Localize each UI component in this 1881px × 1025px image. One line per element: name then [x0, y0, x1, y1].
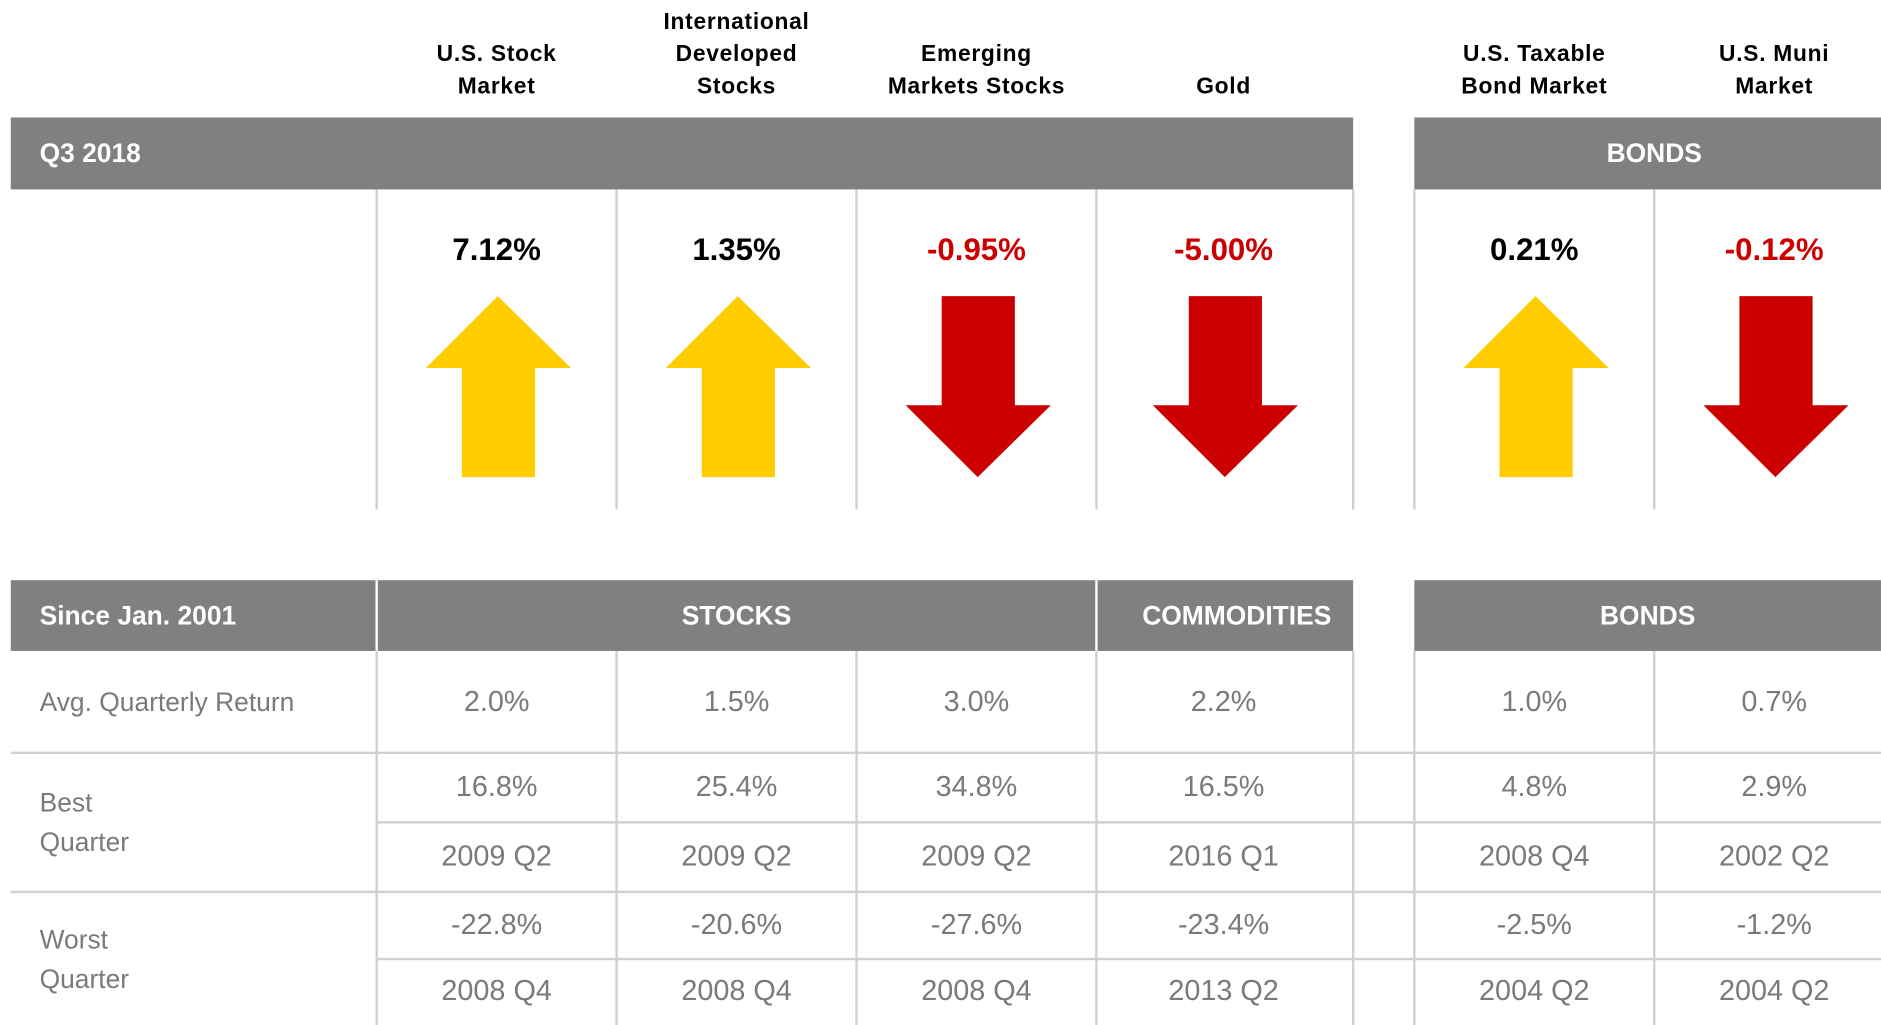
cell-value: 34.8%	[935, 770, 1018, 804]
column-header: U.S. Muni Market	[1719, 41, 1830, 100]
row-divider	[376, 957, 1881, 960]
cell-value: -20.6%	[690, 908, 783, 941]
row-label: Worst Quarter	[39, 923, 130, 994]
cell-date: 2009 Q2	[921, 840, 1032, 873]
divider	[615, 189, 618, 510]
cell-value: 1.5%	[703, 685, 770, 718]
cell-value: 4.8%	[1501, 770, 1568, 804]
section-bar	[10, 580, 1354, 651]
cell-value: -22.8%	[451, 908, 543, 941]
divider	[855, 650, 858, 1025]
up-arrow	[1463, 296, 1609, 478]
up-arrow	[425, 296, 572, 478]
column-header: U.S. Stock Market	[436, 41, 557, 100]
cell-date: 2008 Q4	[681, 974, 792, 1008]
cell-value: 2.0%	[463, 685, 530, 718]
cell-value: 16.8%	[455, 770, 538, 804]
cell-date: 2008 Q4	[1479, 840, 1590, 873]
column-header: U.S. Taxable Bond Market	[1461, 41, 1608, 100]
return-value: -0.95%	[927, 231, 1026, 268]
down-arrow	[1152, 296, 1298, 478]
divider	[1413, 189, 1416, 510]
bar-divider	[1095, 580, 1098, 651]
cell-date: 2002 Q2	[1718, 840, 1830, 873]
cell-date: 2004 Q2	[1718, 974, 1830, 1008]
divider	[1351, 650, 1355, 1025]
group-label: BONDS	[1599, 600, 1696, 631]
section-bar	[10, 117, 1354, 190]
column-header: Emerging Markets Stocks	[887, 41, 1066, 100]
arrow-shape	[1703, 296, 1849, 478]
return-value: -5.00%	[1174, 231, 1274, 268]
arrow-shape	[1152, 296, 1298, 478]
arrow-shape	[905, 296, 1051, 478]
column-header: Gold	[1196, 74, 1251, 100]
cell-value: -1.2%	[1736, 908, 1812, 941]
cell-value: -23.4%	[1177, 908, 1270, 941]
arrow-shape	[665, 296, 811, 478]
divider	[1095, 650, 1098, 1025]
divider	[1653, 189, 1656, 510]
divider	[1413, 650, 1416, 1025]
divider	[375, 650, 378, 1025]
section-label: Since Jan. 2001	[39, 600, 237, 631]
row-divider	[376, 821, 1881, 824]
bar-divider	[375, 580, 378, 651]
cell-date: 2016 Q1	[1168, 840, 1279, 873]
down-arrow	[1703, 296, 1849, 478]
group-label: COMMODITIES	[1142, 600, 1332, 631]
column-header: International Developed Stocks	[663, 9, 810, 100]
cell-date: 2013 Q2	[1168, 974, 1279, 1008]
return-value: 0.21%	[1490, 231, 1579, 268]
divider	[1351, 189, 1355, 510]
divider	[375, 189, 378, 510]
cell-value: 25.4%	[695, 770, 778, 804]
group-label: STOCKS	[681, 600, 792, 631]
row-label: Best Quarter	[39, 787, 130, 858]
return-value: -0.12%	[1724, 231, 1824, 268]
row-label: Avg. Quarterly Return	[39, 686, 295, 717]
cell-date: 2008 Q4	[921, 974, 1032, 1008]
cell-value: 1.0%	[1501, 685, 1568, 718]
return-value: 7.12%	[452, 231, 541, 268]
arrow-shape	[1463, 296, 1609, 478]
row-divider	[10, 890, 1881, 894]
cell-date: 2008 Q4	[441, 974, 552, 1008]
section-bar	[1414, 117, 1881, 190]
cell-value: -27.6%	[930, 908, 1023, 941]
section-bar	[1414, 580, 1881, 651]
cell-value: -2.5%	[1496, 908, 1572, 941]
divider	[1095, 189, 1098, 510]
cell-value: 0.7%	[1741, 685, 1808, 718]
cell-date: 2009 Q2	[681, 840, 792, 873]
cell-date: 2009 Q2	[441, 840, 552, 873]
section-label: Q3 2018	[39, 137, 141, 168]
row-divider	[10, 751, 1881, 755]
cell-value: 3.0%	[943, 685, 1010, 718]
group-label: BONDS	[1606, 137, 1702, 168]
arrow-shape	[425, 296, 572, 478]
divider	[615, 650, 618, 1025]
cell-date: 2004 Q2	[1479, 974, 1590, 1008]
divider	[1653, 650, 1656, 1025]
down-arrow	[905, 296, 1051, 478]
cell-value: 2.2%	[1190, 685, 1257, 718]
cell-value: 16.5%	[1182, 770, 1265, 804]
return-value: 1.35%	[692, 231, 781, 268]
divider	[855, 189, 858, 510]
cell-value: 2.9%	[1741, 770, 1808, 804]
up-arrow	[665, 296, 811, 478]
